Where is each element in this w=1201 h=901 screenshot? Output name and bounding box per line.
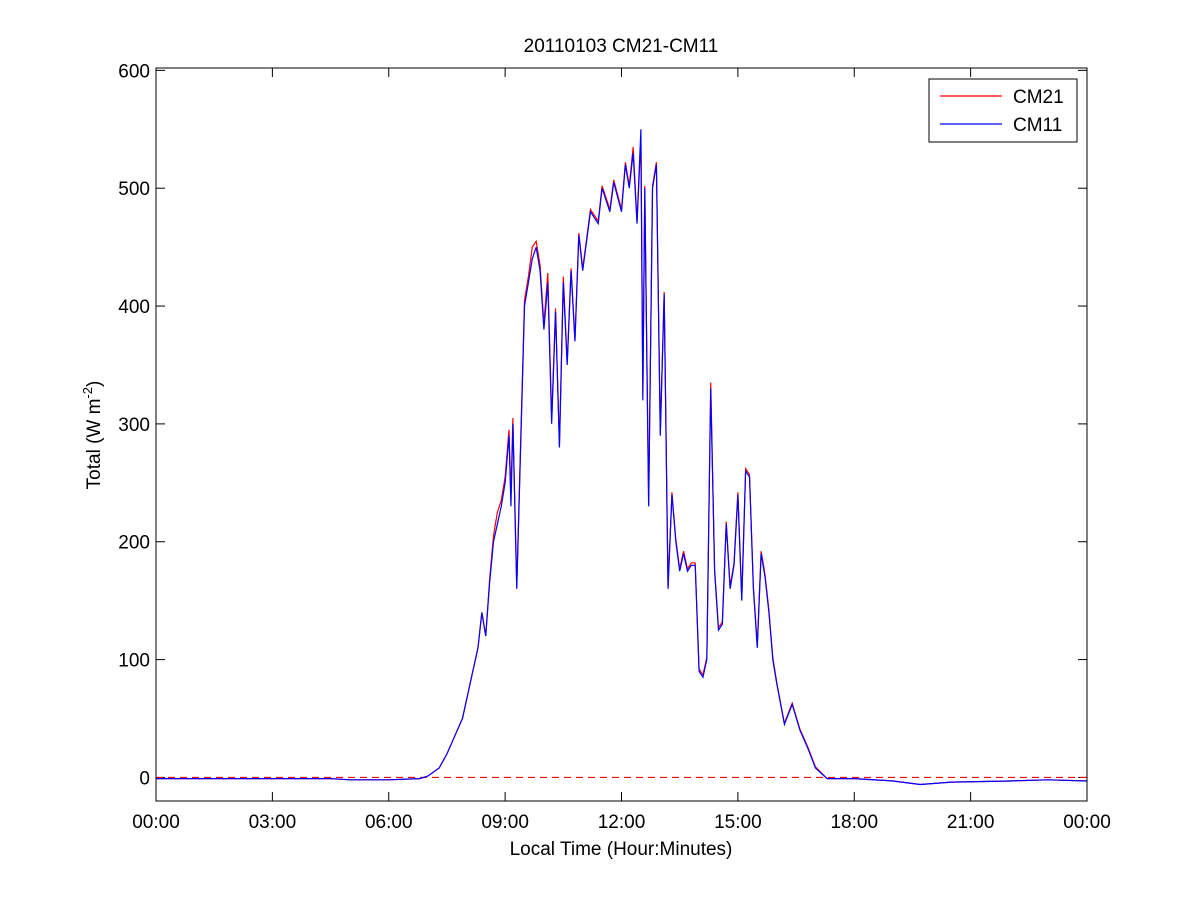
- data-line: [156, 129, 1088, 786]
- chart-title: 20110103 CM21-CM11: [524, 36, 719, 57]
- y-axis-label-text: Total (W m: [84, 399, 105, 490]
- x-tick-label: 03:00: [249, 812, 297, 833]
- y-tick-label: 600: [118, 61, 150, 82]
- y-tick-label: 500: [118, 179, 150, 200]
- y-tick-label: 100: [118, 651, 150, 672]
- x-tick-label: 06:00: [365, 812, 413, 833]
- x-tick-label: 15:00: [714, 812, 762, 833]
- legend-box: [928, 78, 1078, 143]
- legend-label: CM11: [1013, 115, 1062, 136]
- plot-frame: [155, 67, 1088, 802]
- y-tick-label: 300: [118, 415, 150, 436]
- y-tick-label: 200: [118, 533, 150, 554]
- y-axis-label: Total (W m-2): [80, 381, 105, 490]
- x-tick-label: 12:00: [598, 812, 646, 833]
- y-axis-label-sup: -2: [80, 387, 95, 399]
- x-axis-label: Local Time (Hour:Minutes): [510, 839, 733, 860]
- x-tick-label: 09:00: [481, 812, 529, 833]
- y-tick-label: 0: [139, 768, 150, 789]
- y-tick-label: 400: [118, 297, 150, 318]
- y-axis-label-end: ): [84, 381, 105, 387]
- x-tick-label: 21:00: [947, 812, 995, 833]
- x-tick-label: 00:00: [1063, 812, 1111, 833]
- legend-label: CM21: [1013, 87, 1064, 108]
- x-tick-label: 18:00: [830, 812, 878, 833]
- x-tick-label: 00:00: [132, 812, 180, 833]
